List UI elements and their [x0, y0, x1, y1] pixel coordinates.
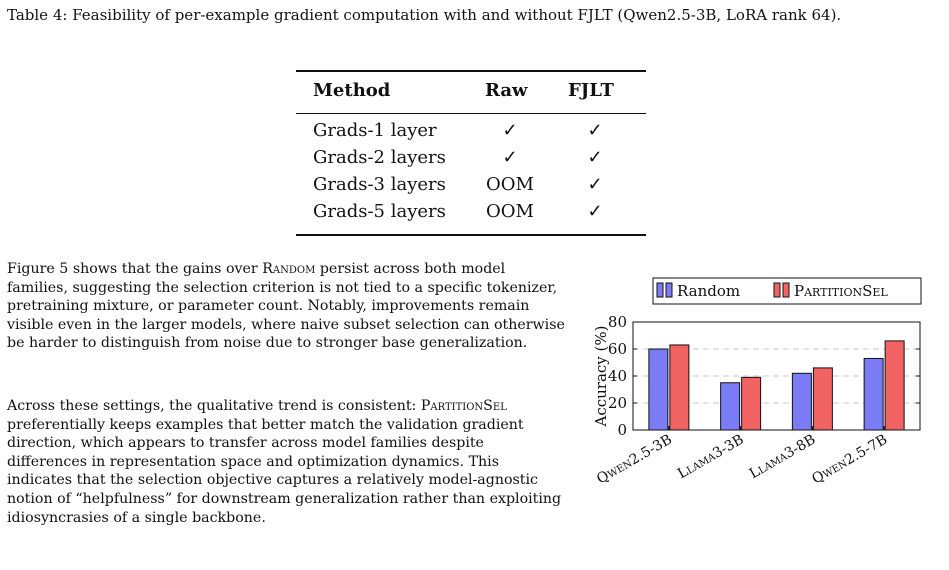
y-tick-label: 80	[608, 313, 627, 331]
legend-swatch	[773, 282, 781, 298]
table-mid-rule	[296, 113, 646, 114]
bar-random	[648, 348, 669, 431]
legend-label: Random	[677, 282, 740, 300]
table-caption: Table 4: Feasibility of per-example grad…	[7, 6, 842, 24]
paragraph-2: Across these settings, the qualitative t…	[7, 397, 567, 527]
table-cell: Grads-3 layers	[313, 174, 446, 195]
x-tick-label: Qwen2.5-7B	[809, 432, 890, 488]
paragraph-1: Figure 5 shows that the gains over Rando…	[7, 260, 567, 353]
bar-random	[863, 357, 884, 431]
y-tick-label: 20	[608, 394, 627, 412]
p1-text-b: persist across both model families, sugg…	[7, 261, 565, 352]
table-cell: ✓	[502, 120, 518, 141]
table-cell: Grads-5 layers	[313, 201, 446, 222]
table-cell: ✓	[587, 147, 603, 168]
y-tick-label: 40	[608, 367, 627, 385]
header-fjlt: FJLT	[568, 80, 614, 101]
table-cell: ✓	[502, 147, 518, 168]
y-axis-label: Accuracy (%)	[592, 325, 610, 427]
table-cell: ✓	[587, 120, 603, 141]
x-tick-label: Llama3-3B	[675, 432, 747, 483]
table-top-rule	[296, 70, 646, 72]
table-cell: OOM	[486, 201, 534, 222]
bar-partitionsel	[884, 340, 905, 431]
table-cell: OOM	[486, 174, 534, 195]
legend-swatch	[656, 282, 664, 298]
x-tick-label: Llama3-8B	[747, 432, 819, 483]
header-method: Method	[313, 80, 391, 101]
table-cell: Grads-2 layers	[313, 147, 446, 168]
bar-random	[720, 382, 741, 431]
y-tick-label: 60	[608, 340, 627, 358]
table-bottom-rule	[296, 234, 646, 236]
y-tick-label: 0	[617, 421, 627, 439]
bar-partitionsel	[669, 344, 690, 431]
table-cell: Grads-1 layer	[313, 120, 437, 141]
table-cell: ✓	[587, 201, 603, 222]
bar-partitionsel	[741, 376, 762, 431]
table-cell: ✓	[587, 174, 603, 195]
legend-swatch	[782, 282, 790, 298]
p2-text-b: preferentially keeps examples that bette…	[7, 416, 562, 526]
x-tick-label: Qwen2.5-3B	[594, 432, 675, 488]
p1-text-a: Figure 5 shows that the gains over	[7, 261, 263, 277]
legend-box	[652, 277, 922, 305]
p2-text-a: Across these settings, the qualitative t…	[7, 398, 421, 414]
p2-partitionsel: PartitionSel	[420, 398, 507, 414]
p1-random: Random	[262, 261, 316, 277]
bar-partitionsel	[812, 367, 833, 431]
header-raw: Raw	[485, 80, 528, 101]
legend-label: PartitionSel	[794, 282, 888, 300]
bar-random	[791, 372, 812, 431]
legend-swatch	[665, 282, 673, 298]
